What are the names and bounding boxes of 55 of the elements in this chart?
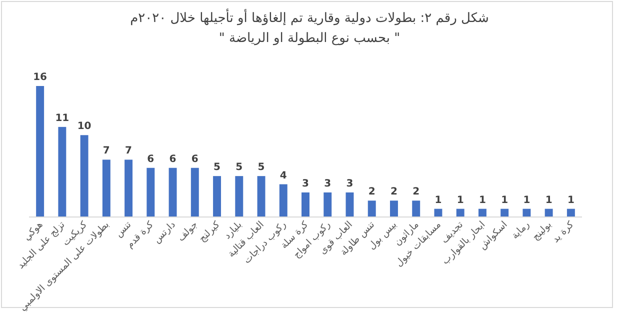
data-label: 1 bbox=[545, 194, 552, 206]
data-label: 1 bbox=[478, 194, 486, 206]
data-label: 3 bbox=[302, 178, 310, 190]
bar bbox=[146, 168, 155, 217]
bar bbox=[368, 200, 376, 217]
data-label: 2 bbox=[412, 186, 420, 198]
bar bbox=[478, 208, 486, 217]
bar bbox=[102, 160, 110, 217]
bar bbox=[324, 192, 332, 217]
chart-subtitle: " بحسب نوع البطولة او الرياضة " bbox=[218, 31, 400, 46]
x-tick-label: دارتس bbox=[152, 219, 178, 246]
data-label: 1 bbox=[434, 194, 442, 206]
x-tick-label: رماية bbox=[510, 219, 532, 242]
data-label: 5 bbox=[258, 162, 265, 174]
bar bbox=[456, 208, 464, 217]
data-label: 11 bbox=[55, 112, 70, 124]
bar bbox=[434, 208, 442, 217]
bar bbox=[235, 176, 244, 217]
data-label: 1 bbox=[501, 194, 508, 206]
bar bbox=[168, 168, 177, 217]
bar bbox=[500, 208, 509, 217]
bar bbox=[566, 208, 575, 217]
data-label: 6 bbox=[169, 154, 176, 165]
data-label: 10 bbox=[77, 121, 92, 132]
bar bbox=[412, 200, 420, 217]
data-label: 1 bbox=[567, 194, 574, 206]
bar bbox=[36, 86, 44, 217]
bar bbox=[390, 200, 398, 217]
data-label: 3 bbox=[324, 178, 332, 190]
chart-title: شكل رقم ٢: بطولات دولية وقارية تم إلغاؤها أو تأجيلها خلال ٢٠٢٠م bbox=[130, 8, 489, 26]
data-label: 2 bbox=[390, 186, 398, 198]
data-label: 5 bbox=[236, 162, 243, 174]
bar bbox=[124, 160, 133, 217]
bar bbox=[346, 192, 354, 217]
bar bbox=[80, 135, 88, 217]
data-label: 7 bbox=[102, 146, 110, 157]
bar bbox=[213, 176, 221, 217]
bar bbox=[279, 184, 288, 217]
data-label: 3 bbox=[346, 178, 354, 190]
bar bbox=[522, 208, 531, 217]
bar bbox=[58, 126, 66, 217]
data-label: 7 bbox=[125, 146, 132, 157]
bar bbox=[302, 192, 310, 217]
data-label: 5 bbox=[214, 162, 221, 174]
data-label: 6 bbox=[147, 154, 154, 165]
bar bbox=[544, 208, 553, 217]
bar bbox=[190, 168, 199, 217]
data-label: 6 bbox=[191, 154, 198, 165]
data-label: 16 bbox=[33, 72, 48, 83]
data-label: 1 bbox=[456, 194, 464, 206]
data-label: 4 bbox=[280, 170, 287, 182]
x-tick-label: تنس bbox=[113, 219, 134, 240]
data-label: 1 bbox=[523, 194, 530, 206]
bar bbox=[257, 176, 266, 217]
data-label: 2 bbox=[368, 186, 376, 198]
